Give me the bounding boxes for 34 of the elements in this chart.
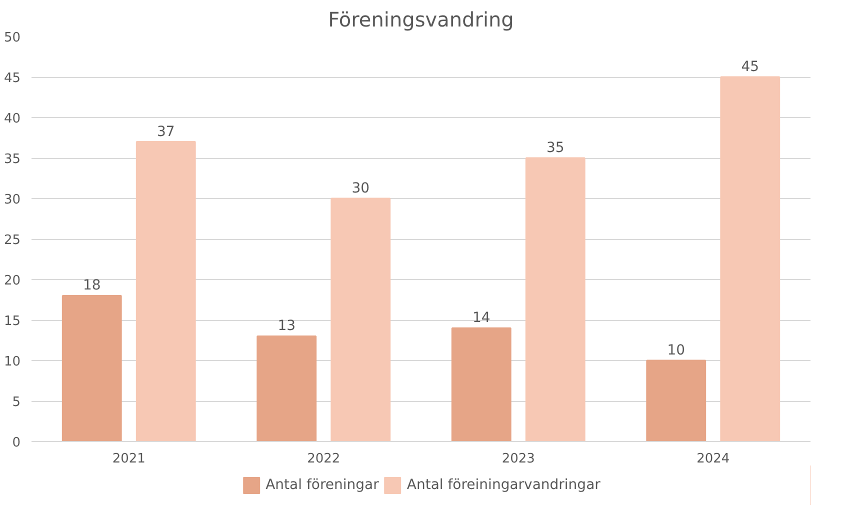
data-label: 14: [472, 310, 490, 326]
data-label: 35: [546, 140, 564, 156]
data-label: 37: [156, 124, 175, 140]
bar: [525, 157, 586, 442]
y-tick-label: 50: [4, 30, 21, 46]
y-tick-label: 30: [4, 192, 21, 208]
bar: [646, 360, 706, 442]
x-tick-label: 2024: [696, 452, 730, 466]
data-label: 18: [82, 278, 101, 294]
bar: [720, 76, 780, 442]
y-tick-label: 20: [4, 274, 21, 288]
x-tick-label: 2022: [307, 452, 340, 466]
chart-title: Föreningsvandring: [328, 8, 514, 32]
y-tick-label: 40: [4, 112, 21, 126]
y-tick-label: 0: [12, 436, 21, 450]
bar: [62, 294, 122, 442]
bar: [451, 327, 512, 442]
legend-label: Antal föreningar: [266, 477, 379, 493]
y-tick-label: 25: [4, 233, 21, 248]
x-tick-label: 2021: [112, 452, 146, 466]
data-label: 45: [741, 59, 760, 75]
y-tick-label: 15: [4, 314, 21, 329]
data-label: 13: [278, 318, 296, 334]
data-label: 10: [667, 342, 686, 358]
bar: [330, 198, 391, 442]
bar: [136, 141, 196, 442]
data-label: 30: [352, 180, 370, 196]
y-tick-label: 35: [4, 152, 21, 167]
legend-label: Antal föreiningarvandringar: [406, 477, 600, 493]
bar: [256, 335, 317, 442]
y-tick-label: 45: [4, 71, 21, 86]
y-tick-label: 10: [4, 354, 21, 370]
y-tick-label: 5: [12, 395, 21, 410]
x-tick-label: 2023: [502, 452, 535, 466]
